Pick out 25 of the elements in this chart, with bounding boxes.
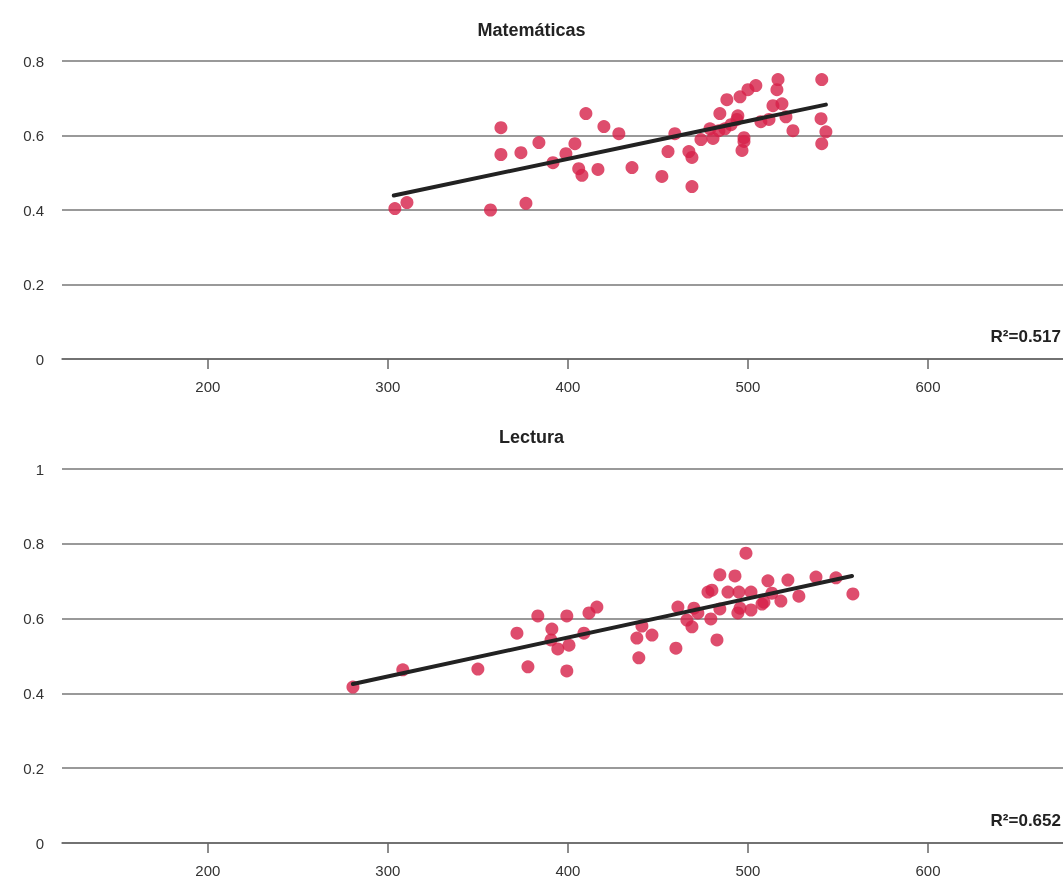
- chart-title: Matemáticas: [477, 20, 586, 40]
- y-tick-label: 0: [35, 834, 44, 852]
- x-tick-label: 600: [915, 862, 941, 879]
- x-tick-label: 300: [375, 378, 401, 395]
- y-tick-label: 1: [35, 460, 44, 478]
- y-tick-label: 0.8: [23, 535, 44, 553]
- x-tick-label: 200: [195, 862, 221, 879]
- y-tick-label: 0.2: [23, 759, 44, 777]
- chart-title: Lectura: [498, 427, 565, 447]
- y-tick-label: 0: [35, 350, 44, 368]
- annotation: R²=0.652: [990, 811, 1061, 830]
- x-tick-label: 500: [735, 862, 761, 879]
- x-tick-label: 500: [735, 378, 761, 395]
- x-tick-label: 400: [555, 378, 581, 395]
- y-tick-label: 0.4: [23, 201, 44, 219]
- x-tick-label: 200: [195, 378, 221, 395]
- y-tick-label: 0.6: [23, 127, 44, 144]
- y-tick-label: 0.4: [23, 684, 44, 702]
- x-tick-label: 300: [375, 862, 401, 879]
- x-tick-label: 600: [915, 378, 941, 395]
- x-tick-label: 400: [555, 862, 581, 879]
- y-tick-label: 0.6: [23, 610, 44, 628]
- y-tick-label: 0.2: [23, 276, 44, 293]
- y-tick-label: 0.8: [23, 52, 44, 70]
- annotation: R²=0.517: [990, 327, 1061, 346]
